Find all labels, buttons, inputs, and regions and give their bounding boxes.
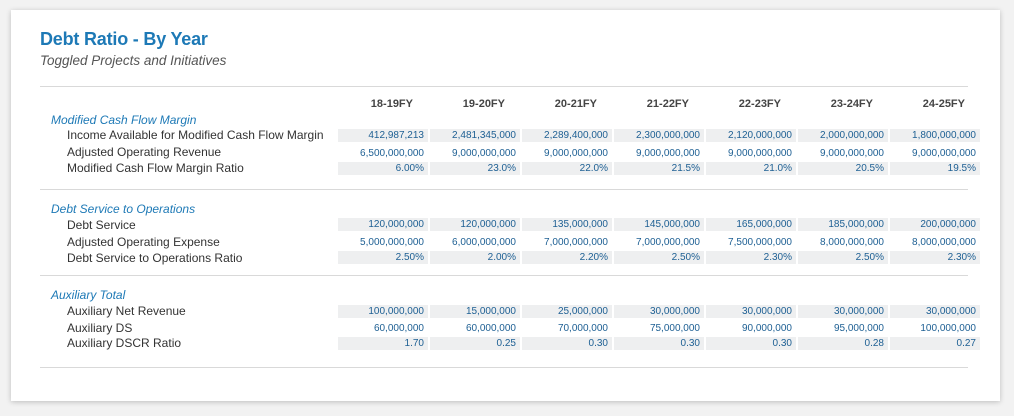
debt-ratio-card: Debt Ratio - By Year Toggled Projects an… (11, 10, 1000, 401)
table-cell: 145,000,000 (614, 218, 704, 231)
table-cell: 2.20% (522, 251, 612, 264)
table-cell: 2.30% (706, 251, 796, 264)
row-label: Auxiliary DSCR Ratio (67, 336, 182, 350)
table-cell: 135,000,000 (522, 218, 612, 231)
table-cell: 15,000,000 (430, 305, 520, 318)
row-label: Debt Service (67, 218, 136, 232)
column-header: 19-20FY (462, 98, 505, 110)
section-divider (40, 189, 968, 190)
table-cell: 70,000,000 (557, 323, 608, 334)
table-cell: 95,000,000 (833, 323, 884, 334)
table-cell: 0.25 (430, 337, 520, 350)
section-title: Modified Cash Flow Margin (51, 113, 197, 127)
table-cell: 1.70 (338, 337, 428, 350)
table-cell: 2,289,400,000 (522, 129, 612, 142)
page-title: Debt Ratio - By Year (40, 29, 208, 49)
table-cell: 7,000,000,000 (544, 237, 608, 248)
table-cell: 60,000,000 (373, 323, 424, 334)
table-cell: 21.5% (614, 162, 704, 175)
table-cell: 100,000,000 (338, 305, 428, 318)
bottom-divider (40, 367, 968, 368)
table-cell: 0.30 (706, 337, 796, 350)
table-cell: 2.50% (798, 251, 888, 264)
table-cell: 2.50% (614, 251, 704, 264)
column-header: 22-23FY (738, 98, 781, 110)
table-cell: 165,000,000 (706, 218, 796, 231)
table-cell: 2,300,000,000 (614, 129, 704, 142)
column-header: 18-19FY (370, 98, 413, 110)
table-cell: 9,000,000,000 (912, 148, 976, 159)
table-cell: 2,120,000,000 (706, 129, 796, 142)
column-header: 21-22FY (646, 98, 689, 110)
table-cell: 185,000,000 (798, 218, 888, 231)
table-cell: 1,800,000,000 (890, 129, 980, 142)
table-cell: 75,000,000 (649, 323, 700, 334)
row-label: Debt Service to Operations Ratio (67, 251, 243, 265)
table-cell: 7,500,000,000 (728, 237, 792, 248)
table-cell: 0.30 (614, 337, 704, 350)
table-cell: 60,000,000 (465, 323, 516, 334)
table-cell: 120,000,000 (430, 218, 520, 231)
table-cell: 9,000,000,000 (636, 148, 700, 159)
table-cell: 0.27 (890, 337, 980, 350)
table-cell: 20.5% (798, 162, 888, 175)
table-cell: 0.30 (522, 337, 612, 350)
table-cell: 19.5% (890, 162, 980, 175)
table-cell: 2.30% (890, 251, 980, 264)
table-cell: 0.28 (798, 337, 888, 350)
table-cell: 120,000,000 (338, 218, 428, 231)
header-divider (40, 86, 968, 87)
table-cell: 2,000,000,000 (798, 129, 888, 142)
row-label: Adjusted Operating Revenue (67, 145, 222, 159)
section-title: Debt Service to Operations (51, 202, 196, 216)
table-cell: 90,000,000 (741, 323, 792, 334)
table-cell: 6,500,000,000 (360, 148, 424, 159)
table-cell: 9,000,000,000 (544, 148, 608, 159)
table-cell: 2,481,345,000 (430, 129, 520, 142)
row-label: Modified Cash Flow Margin Ratio (67, 161, 244, 175)
table-cell: 8,000,000,000 (820, 237, 884, 248)
table-cell: 8,000,000,000 (912, 237, 976, 248)
table-cell: 2.00% (430, 251, 520, 264)
table-cell: 7,000,000,000 (636, 237, 700, 248)
row-label: Adjusted Operating Expense (67, 235, 220, 249)
table-cell: 9,000,000,000 (728, 148, 792, 159)
table-cell: 9,000,000,000 (820, 148, 884, 159)
table-cell: 22.0% (522, 162, 612, 175)
column-header: 23-24FY (830, 98, 873, 110)
row-label: Auxiliary DS (67, 321, 133, 335)
table-cell: 200,000,000 (890, 218, 980, 231)
table-cell: 23.0% (430, 162, 520, 175)
table-cell: 21.0% (706, 162, 796, 175)
table-cell: 2.50% (338, 251, 428, 264)
table-cell: 25,000,000 (522, 305, 612, 318)
section-title: Auxiliary Total (51, 288, 126, 302)
table-cell: 5,000,000,000 (360, 237, 424, 248)
table-cell: 30,000,000 (706, 305, 796, 318)
table-cell: 30,000,000 (614, 305, 704, 318)
column-header: 20-21FY (554, 98, 597, 110)
section-divider (40, 275, 968, 276)
table-cell: 9,000,000,000 (452, 148, 516, 159)
table-cell: 6,000,000,000 (452, 237, 516, 248)
table-cell: 412,987,213 (338, 129, 428, 142)
table-cell: 30,000,000 (798, 305, 888, 318)
table-cell: 6.00% (338, 162, 428, 175)
page-subtitle: Toggled Projects and Initiatives (40, 53, 227, 68)
row-label: Auxiliary Net Revenue (67, 304, 186, 318)
row-label: Income Available for Modified Cash Flow … (67, 128, 324, 142)
table-cell: 30,000,000 (890, 305, 980, 318)
column-header: 24-25FY (922, 98, 965, 110)
table-cell: 100,000,000 (920, 323, 976, 334)
